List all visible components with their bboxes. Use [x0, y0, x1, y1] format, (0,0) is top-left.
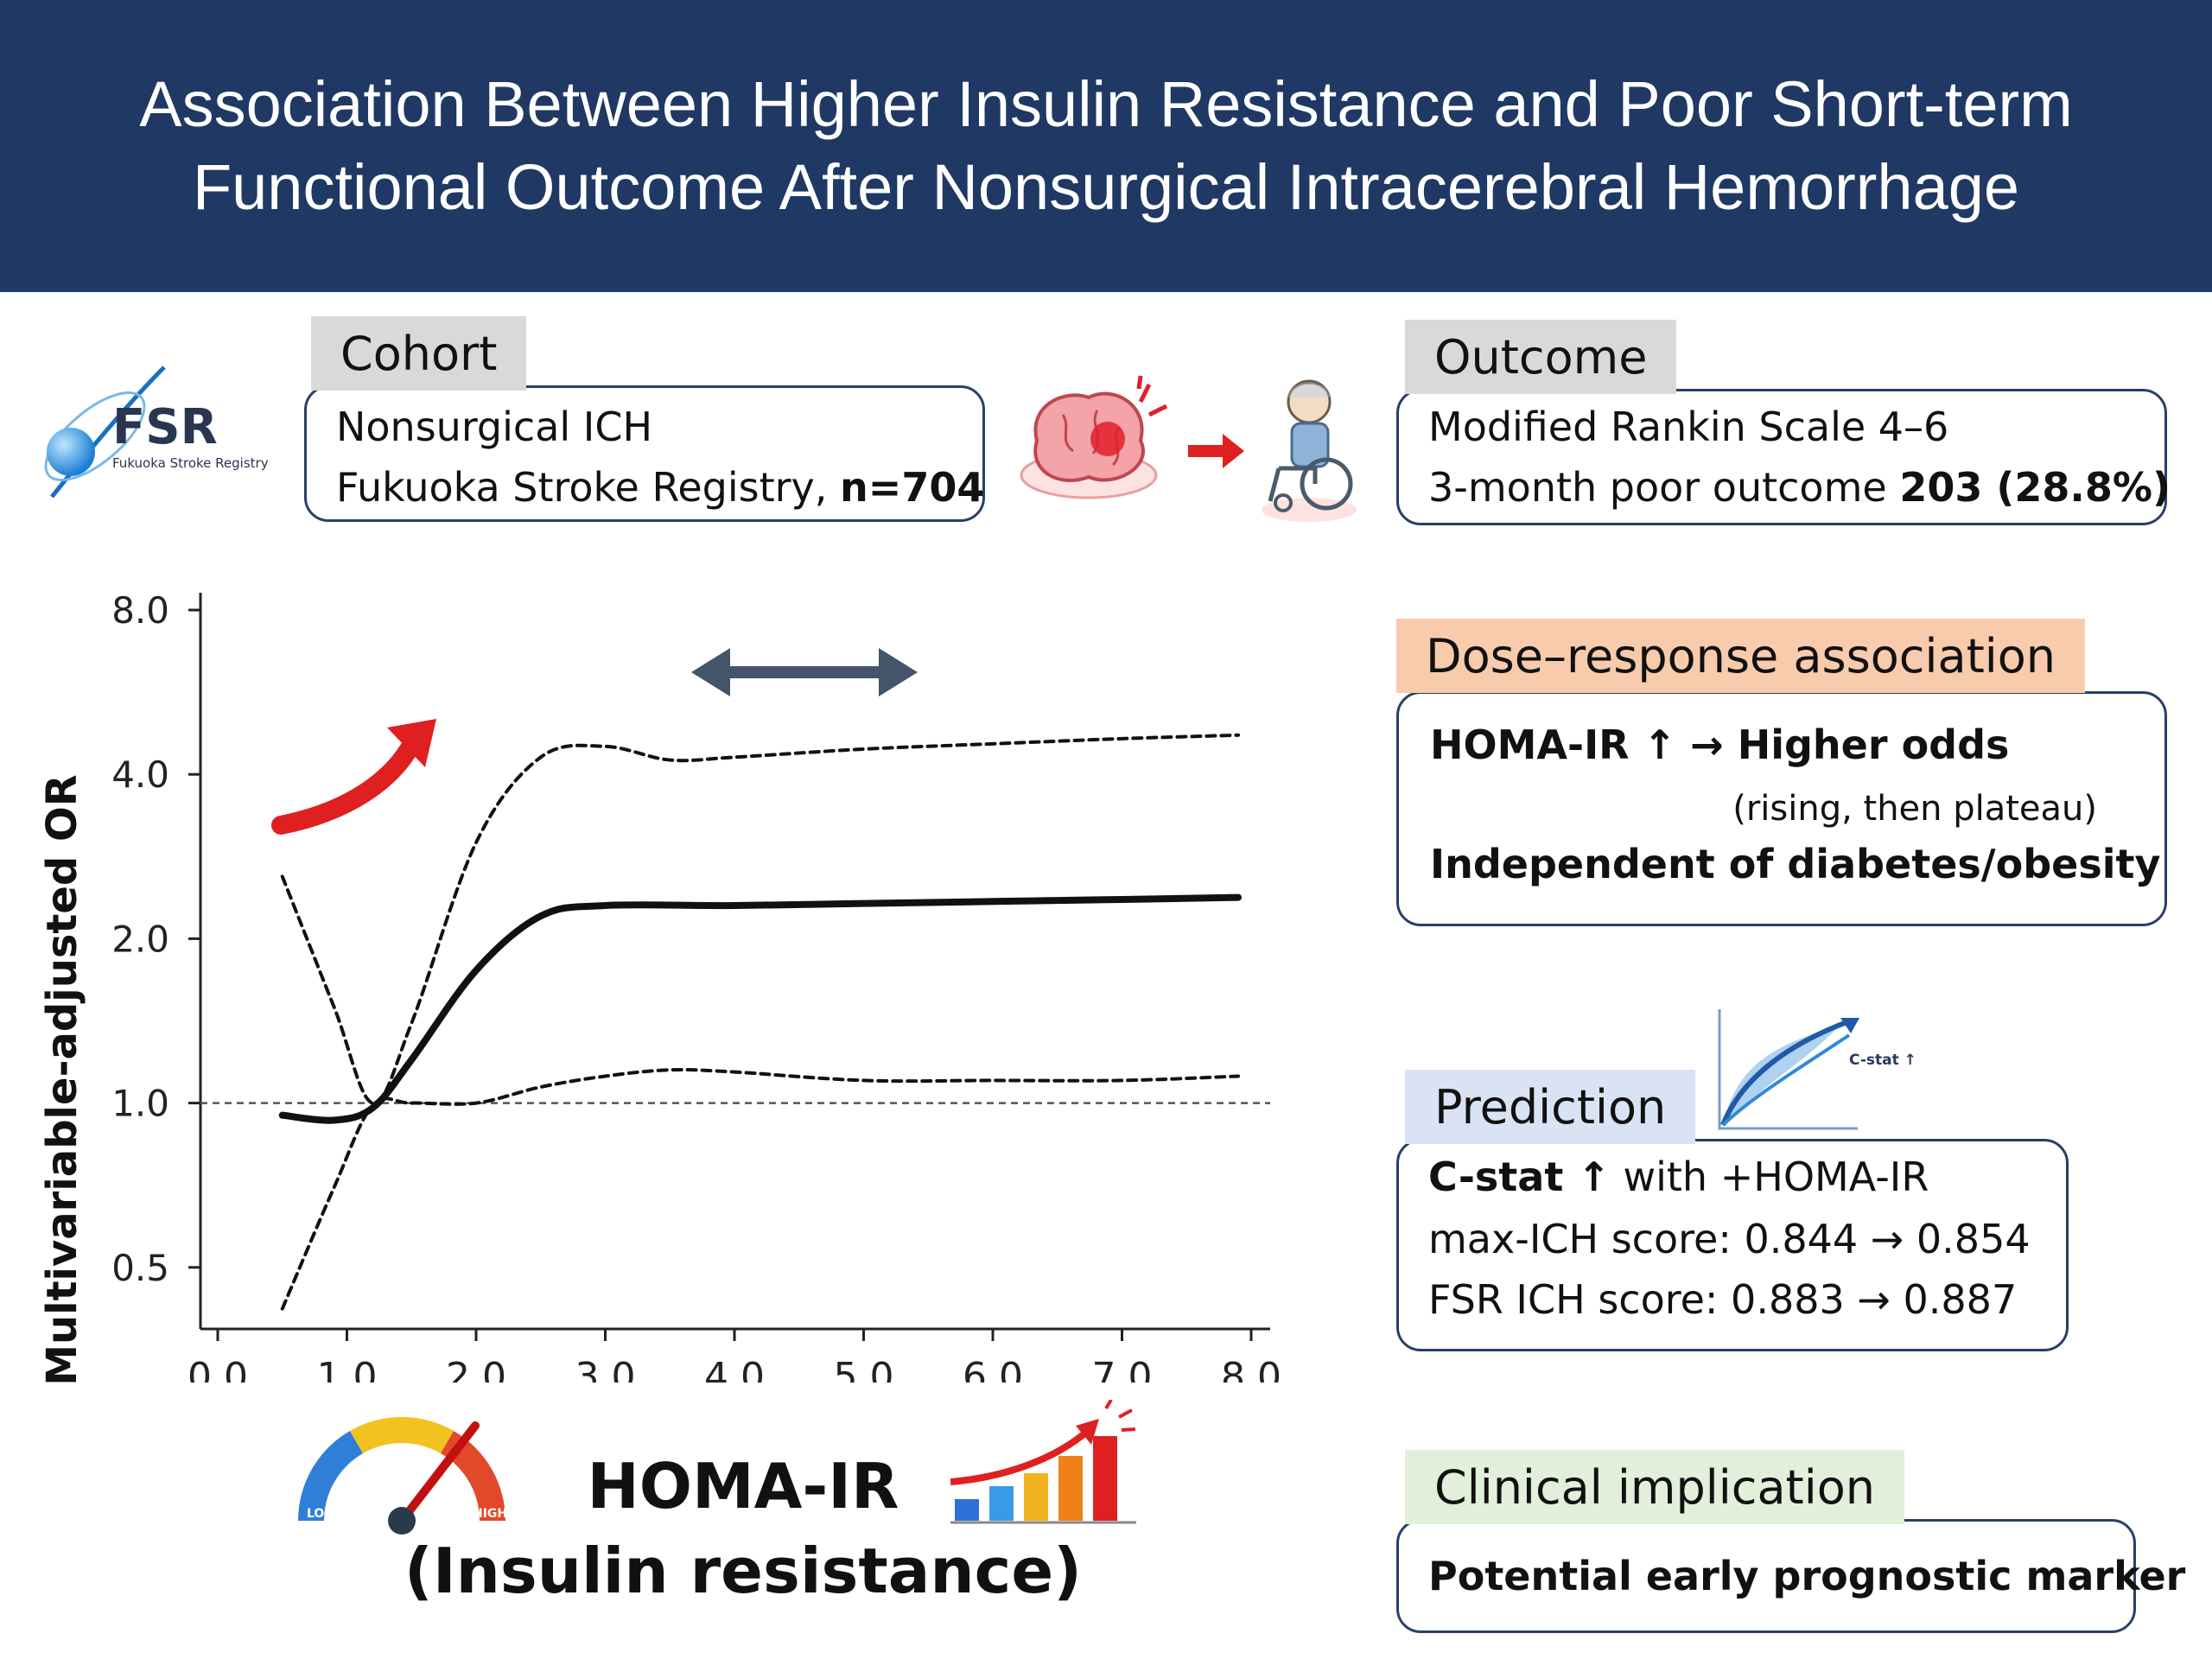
- y-tick-label: 0.5: [111, 1247, 169, 1289]
- y-tick-label: 8.0: [111, 589, 169, 632]
- x-tick-label: 8.0: [1221, 1355, 1281, 1382]
- fsr-logo-icon: FSR Fukuoka Stroke Registry: [44, 365, 269, 499]
- x-tick-label: 7.0: [1092, 1355, 1153, 1382]
- implication-line-1: Potential early prognostic marker: [1428, 1553, 2186, 1599]
- outcome-count: 203 (28.8%): [1899, 464, 2171, 511]
- title-line-2: Functional Outcome After Nonsurgical Int…: [192, 151, 2020, 223]
- upper-ci-curve: [280, 733, 1241, 1105]
- cohort-tab: Cohort: [311, 316, 527, 391]
- fsr-logo: FSR Fukuoka Stroke Registry: [35, 350, 294, 505]
- or-curve: [278, 893, 1243, 1124]
- cohort-line-2: Fukuoka Stroke Registry, n=704: [336, 464, 984, 511]
- cohort-line-1: Nonsurgical ICH: [336, 404, 653, 450]
- wheelchair-patient-icon: [1262, 379, 1357, 522]
- prediction-line-1: C-stat ↑ with +HOMA-IR: [1428, 1154, 1929, 1200]
- prediction-line-2: max-ICH score: 0.844 → 0.854: [1428, 1216, 2031, 1262]
- logo-mark: FSR: [112, 399, 218, 455]
- roc-curve-icon: C-stat ↑: [1702, 1009, 1927, 1139]
- outcome-line-2: 3-month poor outcome 203 (28.8%): [1428, 464, 2171, 511]
- y-tick-label: 2.0: [111, 918, 169, 960]
- y-axis-title: Multivariable-adjusted OR: [38, 774, 86, 1382]
- brain-to-disability-illustration: [1011, 372, 1357, 527]
- cohort-n: n=704: [840, 464, 985, 511]
- x-tick-label: 5.0: [834, 1355, 894, 1382]
- or-chart-svg: Multivariable-adjusted OR 0.5 1.0 2.0 4.0 8.…: [38, 589, 1281, 1399]
- x-tick-label: 6.0: [963, 1355, 1023, 1382]
- logo-subtitle: Fukuoka Stroke Registry: [112, 455, 269, 471]
- prediction-with-homa: with +HOMA-IR: [1610, 1154, 1929, 1200]
- arrow-right-icon: [1188, 434, 1244, 468]
- x-tick-label: 2.0: [446, 1355, 506, 1382]
- x-axis-title-line-2: (Insulin resistance): [404, 1535, 1083, 1607]
- dose-line-1: HOMA-IR ↑ → Higher odds: [1430, 721, 2010, 768]
- title-line-1: Association Between Higher Insulin Resis…: [139, 68, 2073, 140]
- gauge-low-label: LOW: [307, 1507, 338, 1521]
- gauge-icon: LOW HIGH: [281, 1400, 523, 1538]
- x-tick-label: 0.0: [188, 1355, 248, 1382]
- x-axis-title-line-1: HOMA-IR: [587, 1450, 899, 1522]
- brain-icon: [1033, 375, 1168, 482]
- dose-line-3: Independent of diabetes/obesity: [1430, 841, 2161, 887]
- gauge-high-label: HIGH: [473, 1507, 507, 1521]
- plateau-double-arrow: [691, 648, 918, 696]
- cohort-box: Nonsurgical ICH Fukuoka Stroke Registry,…: [304, 385, 985, 522]
- x-tick-label: 1.0: [317, 1355, 378, 1382]
- implication-box: Potential early prognostic marker: [1396, 1519, 2185, 1633]
- prediction-line-3: FSR ICH score: 0.883 → 0.887: [1428, 1276, 2018, 1323]
- cohort-registry: Fukuoka Stroke Registry,: [336, 464, 841, 511]
- title-banner: Association Between Higher Insulin Resis…: [0, 0, 2212, 292]
- dose-tab: Dose–response association: [1396, 619, 2086, 693]
- lower-ci-curve: [280, 1067, 1241, 1311]
- dose-line-2: (rising, then plateau): [1732, 789, 2097, 829]
- x-tick-label: 3.0: [575, 1355, 636, 1382]
- outcome-tab: Outcome: [1405, 320, 1677, 394]
- dose-box: HOMA-IR ↑ → Higher odds (rising, then pl…: [1396, 691, 2167, 926]
- outcome-poor: 3-month poor outcome: [1428, 464, 1900, 511]
- prediction-cstat: C-stat ↑: [1428, 1154, 1611, 1200]
- prediction-tab: Prediction: [1405, 1070, 1696, 1144]
- y-tick-label: 4.0: [111, 753, 169, 796]
- rising-arrow-icon: [271, 719, 436, 835]
- or-chart: Multivariable-adjusted OR 0.5 1.0 2.0 4.0 8.…: [0, 570, 1313, 1399]
- y-tick-label: 1.0: [111, 1083, 169, 1125]
- prediction-box: C-stat ↑ with +HOMA-IR max-ICH score: 0.…: [1396, 1139, 2069, 1351]
- x-tick-label: 4.0: [704, 1355, 765, 1382]
- outcome-line-1: Modified Rankin Scale 4–6: [1428, 404, 1949, 450]
- outcome-box: Modified Rankin Scale 4–6 3-month poor o…: [1396, 389, 2171, 525]
- bar-growth-icon: [950, 1398, 1141, 1529]
- implication-tab: Clinical implication: [1405, 1450, 1904, 1524]
- roc-icon-label: C-stat ↑: [1849, 1052, 1916, 1069]
